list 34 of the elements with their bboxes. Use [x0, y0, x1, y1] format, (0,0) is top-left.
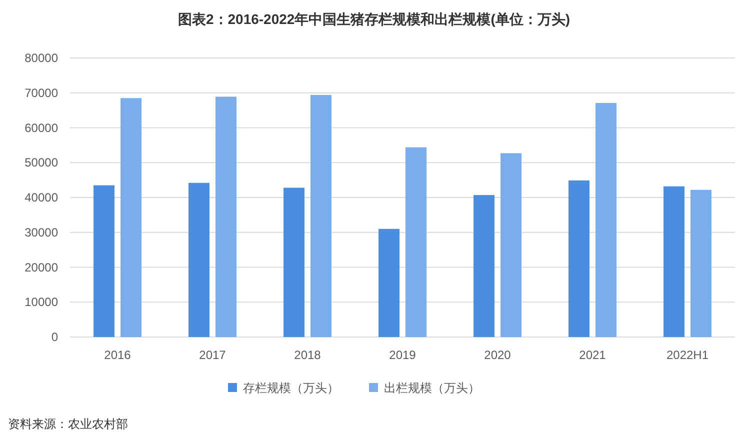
bar — [500, 153, 522, 337]
y-tick-label: 60000 — [24, 120, 58, 135]
y-tick-label: 50000 — [24, 156, 58, 170]
x-tick-label: 2018 — [294, 348, 322, 362]
x-tick-label: 2016 — [104, 348, 132, 362]
bar — [94, 185, 114, 337]
x-tick-label: 2017 — [199, 348, 226, 362]
text: 资料来源：农业农村部 — [8, 417, 128, 431]
bar — [216, 96, 236, 337]
y-tick-label: 20000 — [24, 260, 58, 274]
bar — [310, 94, 332, 337]
y-tick-label: 30000 — [24, 225, 58, 240]
bar — [664, 186, 684, 337]
bar — [406, 147, 426, 337]
y-tick-label: 80000 — [24, 51, 58, 65]
x-tick-label: 2020 — [484, 348, 512, 362]
y-tick-label: 40000 — [24, 190, 58, 204]
x-tick-label: 2019 — [389, 348, 416, 362]
bar — [690, 190, 712, 337]
bar — [474, 195, 494, 337]
legend-label: 存栏规模（万头） — [243, 381, 339, 395]
chart-title: 图表2：2016-2022年中国生猪存栏规模和出栏规模(单位：万头) — [178, 11, 570, 27]
bar — [596, 102, 616, 337]
y-tick-label: 70000 — [24, 86, 58, 100]
y-tick-label: 0 — [51, 330, 58, 344]
bar — [120, 98, 142, 337]
x-tick-label: 2021 — [579, 348, 606, 362]
x-tick-label: 2022H1 — [666, 348, 709, 362]
bar — [568, 180, 590, 337]
y-tick-label: 10000 — [24, 295, 58, 310]
bar — [188, 182, 210, 337]
bar — [284, 188, 304, 337]
bar — [378, 228, 400, 337]
legend-label: 出栏规模（万头） — [384, 381, 480, 395]
